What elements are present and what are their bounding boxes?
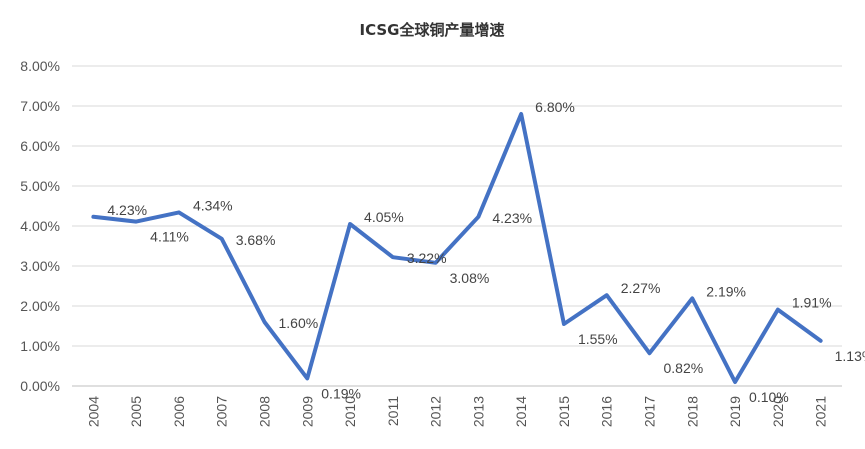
y-tick-label: 6.00% bbox=[20, 138, 60, 154]
chart-title: ICSG全球铜产量增速 bbox=[360, 21, 505, 39]
y-tick-label: 3.00% bbox=[20, 258, 60, 274]
data-label: 4.11% bbox=[150, 229, 189, 245]
data-label: 4.23% bbox=[107, 202, 147, 218]
y-tick-label: 2.00% bbox=[20, 298, 60, 314]
y-axis-ticks: 0.00% 1.00% 2.00% 3.00% 4.00% 5.00% 6.00% 7.00%… bbox=[20, 58, 60, 394]
data-label: 0.19% bbox=[321, 385, 361, 401]
data-label: 1.91% bbox=[792, 295, 832, 311]
y-tick-label: 5.00% bbox=[20, 178, 60, 194]
x-tick-label: 2012 bbox=[428, 396, 444, 427]
x-tick-label: 2004 bbox=[85, 396, 101, 427]
data-label: 4.23% bbox=[492, 210, 532, 226]
x-tick-label: 2011 bbox=[385, 396, 401, 426]
x-axis-ticks: 2004 2005 2006 2007 2008 2009 2010 2011 2012 2013… bbox=[85, 396, 828, 427]
x-tick-label: 2010 bbox=[342, 396, 358, 427]
gridlines bbox=[72, 65, 842, 387]
data-label: 6.80% bbox=[535, 99, 575, 115]
y-tick-label: 4.00% bbox=[20, 218, 60, 234]
series-line bbox=[91, 112, 823, 384]
data-label: 2.27% bbox=[621, 280, 661, 296]
data-label: 3.68% bbox=[236, 232, 276, 248]
series-line-path bbox=[91, 112, 823, 384]
x-tick-label: 2008 bbox=[257, 396, 273, 427]
data-label: 1.55% bbox=[578, 331, 618, 347]
x-tick-label: 2017 bbox=[642, 396, 658, 427]
data-labels: 4.23%4.11%4.34%3.68%1.60%0.19%4.05%3.22%… bbox=[107, 99, 865, 405]
data-label: 0.82% bbox=[664, 360, 704, 376]
x-tick-label: 2014 bbox=[513, 396, 529, 427]
x-tick-label: 2016 bbox=[599, 396, 615, 427]
data-label: 0.10% bbox=[749, 389, 789, 405]
x-tick-label: 2006 bbox=[171, 396, 187, 427]
x-tick-label: 2020 bbox=[770, 396, 786, 427]
data-label: 1.60% bbox=[279, 315, 319, 331]
y-tick-label: 0.00% bbox=[20, 378, 60, 394]
x-tick-label: 2018 bbox=[684, 396, 700, 427]
data-label: 4.34% bbox=[193, 197, 233, 213]
y-tick-label: 8.00% bbox=[20, 58, 60, 74]
y-tick-label: 7.00% bbox=[20, 98, 60, 114]
x-tick-label: 2019 bbox=[727, 396, 743, 427]
x-tick-label: 2015 bbox=[556, 396, 572, 427]
y-tick-label: 1.00% bbox=[20, 338, 60, 354]
data-label: 1.13% bbox=[835, 348, 865, 364]
x-tick-label: 2005 bbox=[128, 396, 144, 427]
x-tick-label: 2013 bbox=[470, 396, 486, 427]
data-label: 4.05% bbox=[364, 209, 404, 225]
x-tick-label: 2021 bbox=[813, 396, 829, 427]
x-tick-label: 2009 bbox=[299, 396, 315, 427]
data-label: 3.08% bbox=[450, 270, 490, 286]
data-label: 2.19% bbox=[706, 283, 746, 299]
data-label: 3.22% bbox=[407, 250, 447, 266]
x-tick-label: 2007 bbox=[214, 396, 230, 427]
